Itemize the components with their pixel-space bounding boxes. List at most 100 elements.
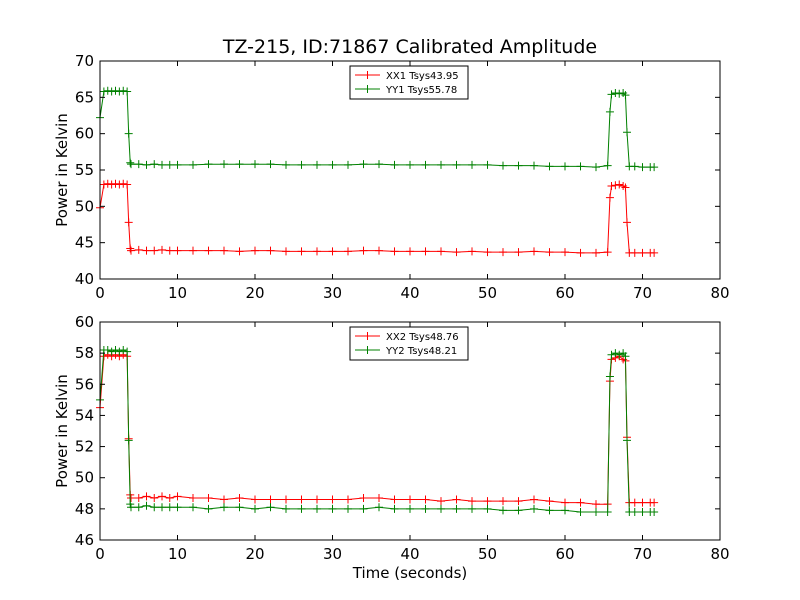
data-point (630, 162, 639, 171)
data-point (282, 160, 290, 169)
y-tick-label: 46 (75, 531, 94, 549)
data-point (127, 503, 135, 512)
y-tick-label: 65 (75, 88, 94, 106)
x-tick-label: 30 (323, 284, 342, 302)
data-point (204, 493, 213, 502)
data-point (266, 495, 275, 504)
data-point (119, 86, 128, 95)
data-point (297, 504, 306, 513)
data-point (111, 86, 120, 95)
data-point (124, 129, 133, 138)
y-tick-label: 54 (75, 406, 94, 424)
y-tick-label: 58 (75, 344, 94, 362)
data-point (107, 347, 116, 356)
data-point (297, 495, 306, 504)
data-point (630, 498, 639, 507)
data-point (468, 497, 476, 506)
data-point (123, 347, 132, 356)
data-point (220, 495, 228, 504)
data-point (390, 504, 399, 513)
data-point (142, 160, 151, 169)
data-point (421, 247, 430, 256)
data-point (313, 160, 321, 169)
data-point (344, 160, 352, 169)
data-point (452, 248, 461, 257)
data-point (607, 90, 616, 99)
data-point (142, 492, 151, 501)
x-tick-label: 10 (168, 545, 187, 563)
data-point (189, 493, 197, 502)
data-point (437, 504, 445, 513)
y-tick-label: 70 (75, 52, 94, 70)
data-point (576, 162, 585, 171)
x-tick-label: 0 (95, 545, 105, 563)
data-point (134, 503, 143, 512)
x-tick-label: 80 (710, 545, 729, 563)
x-tick-label: 40 (400, 284, 419, 302)
data-point (576, 507, 585, 516)
data-point (621, 352, 630, 361)
data-point (99, 87, 108, 96)
data-point (150, 160, 159, 169)
data-point (124, 436, 133, 445)
data-point (251, 495, 259, 504)
data-point (545, 162, 554, 171)
data-point (611, 88, 620, 97)
data-point (375, 160, 383, 169)
data-point (107, 180, 116, 189)
data-point (328, 247, 337, 256)
data-point (375, 493, 383, 502)
series-2 (96, 346, 659, 516)
legend-marker (363, 85, 372, 93)
data-point (603, 248, 612, 257)
data-point (119, 346, 128, 355)
data-point (468, 247, 476, 256)
data-point (134, 160, 143, 169)
legend-box (349, 326, 469, 361)
data-point (328, 495, 337, 504)
data-point (468, 160, 476, 169)
data-point (297, 160, 306, 169)
data-point (150, 493, 159, 502)
data-point (630, 507, 639, 516)
data-point (173, 246, 182, 255)
data-point (359, 246, 368, 255)
data-point (235, 503, 244, 512)
data-point (220, 160, 228, 169)
data-point (437, 160, 445, 169)
x-axis-label: Time (seconds) (352, 564, 468, 582)
data-point (437, 247, 445, 256)
data-point (650, 163, 659, 172)
data-point (107, 87, 116, 96)
data-point (127, 160, 135, 169)
data-point (603, 161, 612, 170)
data-point (621, 91, 630, 100)
data-point (650, 248, 659, 257)
data-point (344, 504, 352, 513)
data-point (165, 503, 174, 512)
data-point (545, 248, 554, 257)
data-point (603, 507, 612, 516)
data-point (134, 493, 143, 502)
data-point (483, 497, 492, 506)
data-point (266, 246, 275, 255)
data-point (621, 183, 630, 192)
y-axis-label: Power in Kelvin (53, 374, 71, 488)
data-point (189, 246, 197, 255)
data-point (204, 504, 213, 513)
data-point (235, 247, 244, 256)
data-point (615, 89, 624, 98)
data-point (390, 495, 399, 504)
data-point (297, 247, 306, 256)
legend-label: YY2 Tsys48.21 (385, 346, 457, 357)
data-point (406, 495, 414, 504)
y-tick-label: 52 (75, 438, 94, 456)
x-tick-label: 20 (245, 545, 264, 563)
y-tick-label: 45 (75, 234, 94, 252)
data-point (165, 246, 174, 255)
data-point (576, 248, 585, 257)
data-point (99, 180, 108, 189)
data-point (251, 504, 259, 513)
data-point (344, 495, 352, 504)
data-point (530, 504, 538, 513)
